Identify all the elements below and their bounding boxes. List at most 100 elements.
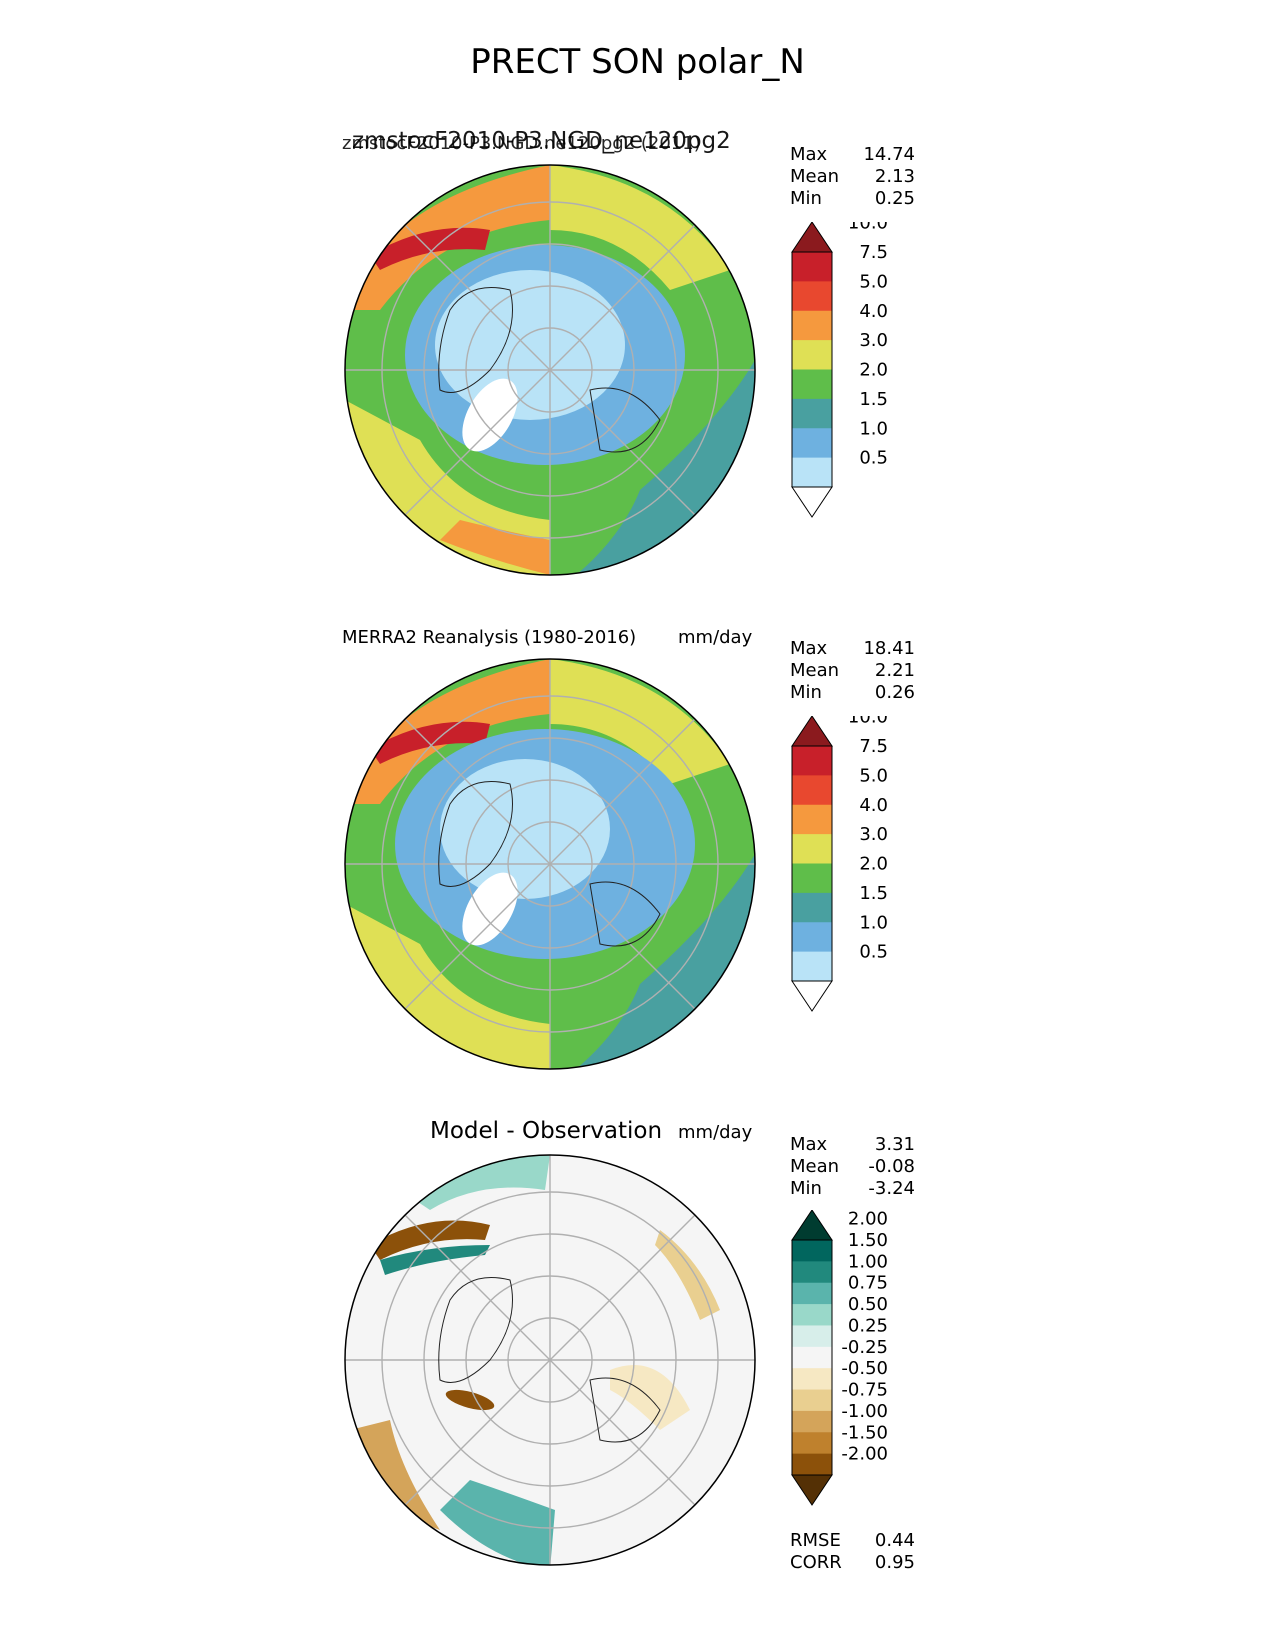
- panel2-colorbar-segment: [792, 746, 832, 776]
- panel1-colorbar-tick-label: 2.0: [859, 360, 888, 381]
- panel3-colorbar-segment: [792, 1304, 832, 1326]
- panel3-colorbar-tick-label: 0.75: [848, 1273, 888, 1294]
- panel3-colorbar-segment: [792, 1453, 832, 1476]
- panel2-colorbar-tick-label: 5.0: [859, 765, 888, 786]
- panel3-rmse-value: 0.44: [874, 1530, 915, 1551]
- panel1-field-greenland: [462, 378, 518, 452]
- panel1-min-value: 0.25: [874, 188, 915, 209]
- panel3-colorbar-segment: [792, 1432, 832, 1455]
- panel2-units: mm/day: [678, 627, 753, 648]
- panel3-colorbar-extend-max: [791, 1210, 833, 1241]
- panel1-colorbar-tick-label: 5.0: [859, 271, 888, 292]
- panel1-colorbar-tick-label: 3.0: [859, 330, 888, 351]
- panel1-title: zmstocF2010-P3.NGD.ne120pg2 (2011): [342, 133, 701, 154]
- panel3-colorbar-segment: [792, 1282, 832, 1305]
- panel3-colorbar-tick-label: -0.50: [841, 1358, 888, 1379]
- panel2-max-label: Max: [790, 638, 828, 659]
- panel2-field-greenland: [462, 872, 518, 946]
- panel3-corr-value: 0.95: [874, 1552, 915, 1573]
- panel1-field-storm-track: [370, 227, 490, 270]
- panel2-colorbar-tick-label: 3.0: [859, 824, 888, 845]
- panel2-colorbar-tick-label: 2.0: [859, 854, 888, 875]
- panel2-title: MERRA2 Reanalysis (1980-2016): [342, 627, 637, 648]
- panel3-colorbar-segment: [792, 1389, 832, 1412]
- panel2-colorbar-segment: [792, 892, 832, 923]
- panel3-colorbar-segment: [792, 1368, 832, 1391]
- panel1-colorbar-tick-label: 10.0: [848, 222, 888, 234]
- panel1-colorbar-segment: [792, 398, 832, 429]
- panel3-max-label: Max: [790, 1134, 828, 1155]
- panel3-coastlines: [438, 1277, 661, 1443]
- panel3-colorbar-segment: [792, 1325, 832, 1348]
- panel1-title-overlap: zmstocF2010-P3.NGD_ne120pg2: [352, 128, 731, 154]
- panel2-max-value: 18.41: [863, 638, 915, 659]
- panel3-field-dry-southwest: [350, 1420, 440, 1530]
- panel3-corr-label: CORR: [790, 1552, 842, 1573]
- panel2-colorbar-segment: [792, 775, 832, 806]
- panel1-colorbar-tick-label: 7.5: [859, 242, 888, 263]
- panel2-colorbar-segment: [792, 863, 832, 894]
- panel2-colorbar-segment: [792, 804, 832, 835]
- panel1-colorbar-outline: [791, 251, 833, 488]
- panel2-colorbar-tick-label: 10.0: [848, 716, 888, 728]
- panel2-colorbar-segment: [792, 951, 832, 982]
- panel3-graticule: [345, 1155, 755, 1565]
- panel3-field-dry-eurasia: [610, 1365, 690, 1430]
- panel2-field-storm-track: [370, 721, 490, 764]
- panel3-colorbar-extend-min: [791, 1474, 833, 1506]
- panel2-mean-value: 2.21: [874, 660, 915, 681]
- panel1-colorbar-segment: [792, 428, 832, 459]
- figure-title: PRECT SON polar_N: [470, 42, 805, 82]
- panel1-map: [344, 164, 756, 576]
- panel3-title: Model - Observation: [430, 1118, 663, 1144]
- panel3-colorbar-tick-label: 1.50: [848, 1230, 888, 1251]
- panel1-graticule: [345, 165, 755, 575]
- panel1-max-label: Max: [790, 144, 828, 165]
- panel2-graticule: [345, 659, 755, 1069]
- panel1-colorbar-tick-label: 4.0: [859, 301, 888, 322]
- panel3-colorbar-tick-label: 0.25: [848, 1315, 888, 1336]
- panel1-colorbar: 0.5 1.0 1.5 2.0 3.0 4.0 5.0 7.5 10.0: [791, 222, 888, 518]
- panel3-colorbar-tick-label: -0.75: [841, 1380, 888, 1401]
- panel2-map-border: [344, 658, 756, 1070]
- panel2-colorbar-outline: [791, 745, 833, 982]
- panel2-map: [344, 658, 756, 1070]
- panel3-units: mm/day: [678, 1122, 753, 1143]
- panel2-coastlines: [438, 781, 661, 947]
- panel1-max-value: 14.74: [863, 144, 915, 165]
- panel3-field-dry-greenland: [445, 1389, 495, 1411]
- panel2-colorbar-extend-max: [791, 716, 833, 747]
- panel1-coastlines: [438, 287, 661, 453]
- panel2-colorbar-tick-label: 7.5: [859, 736, 888, 757]
- panel3-max-value: 3.31: [874, 1134, 915, 1155]
- panel3-field-dry-east: [655, 1230, 720, 1320]
- panel2-colorbar: 0.5 1.0 1.5 2.0 3.0 4.0 5.0 7.5 10.0: [791, 716, 888, 1012]
- panel2-min-label: Min: [790, 682, 822, 703]
- panel2-colorbar-tick-label: 0.5: [859, 942, 888, 963]
- panel3-colorbar-tick-label: 0.50: [848, 1294, 888, 1315]
- panel3-colorbar-tick-label: -2.00: [841, 1444, 888, 1465]
- panel3-min-value: -3.24: [868, 1178, 915, 1199]
- panel3-field-wet-north: [400, 1155, 550, 1210]
- panel1-colorbar-tick-label: 1.5: [859, 389, 888, 410]
- panel3-mean-value: -0.08: [868, 1156, 915, 1177]
- panel3-colorbar-tick-label: 1.00: [848, 1251, 888, 1272]
- panel1-mean-label: Mean: [790, 166, 840, 187]
- panel3-field-wet-south: [440, 1480, 555, 1565]
- panel2-min-value: 0.26: [874, 682, 915, 703]
- panel2-colorbar-tick-label: 4.0: [859, 795, 888, 816]
- panel3-colorbar-segment: [792, 1346, 832, 1369]
- panel3-rmse-label: RMSE: [790, 1530, 841, 1551]
- panel1-colorbar-extend-max: [791, 222, 833, 253]
- panel2-colorbar-tick-label: 1.0: [859, 912, 888, 933]
- panel1-colorbar-segment: [792, 340, 832, 370]
- panel2-field-subtropic-wet: [345, 904, 550, 1069]
- panel3-map-border: [344, 1154, 756, 1566]
- panel3-mean-label: Mean: [790, 1156, 840, 1177]
- panel2-colorbar-extend-min: [791, 980, 833, 1012]
- panel3-colorbar-tick-label: 2.00: [848, 1210, 888, 1230]
- panel2-colorbar-tick-label: 1.5: [859, 883, 888, 904]
- panel3-colorbar-tick-label: -0.25: [841, 1337, 888, 1358]
- panel1-colorbar-segment: [792, 281, 832, 312]
- panel1-min-label: Min: [790, 188, 822, 209]
